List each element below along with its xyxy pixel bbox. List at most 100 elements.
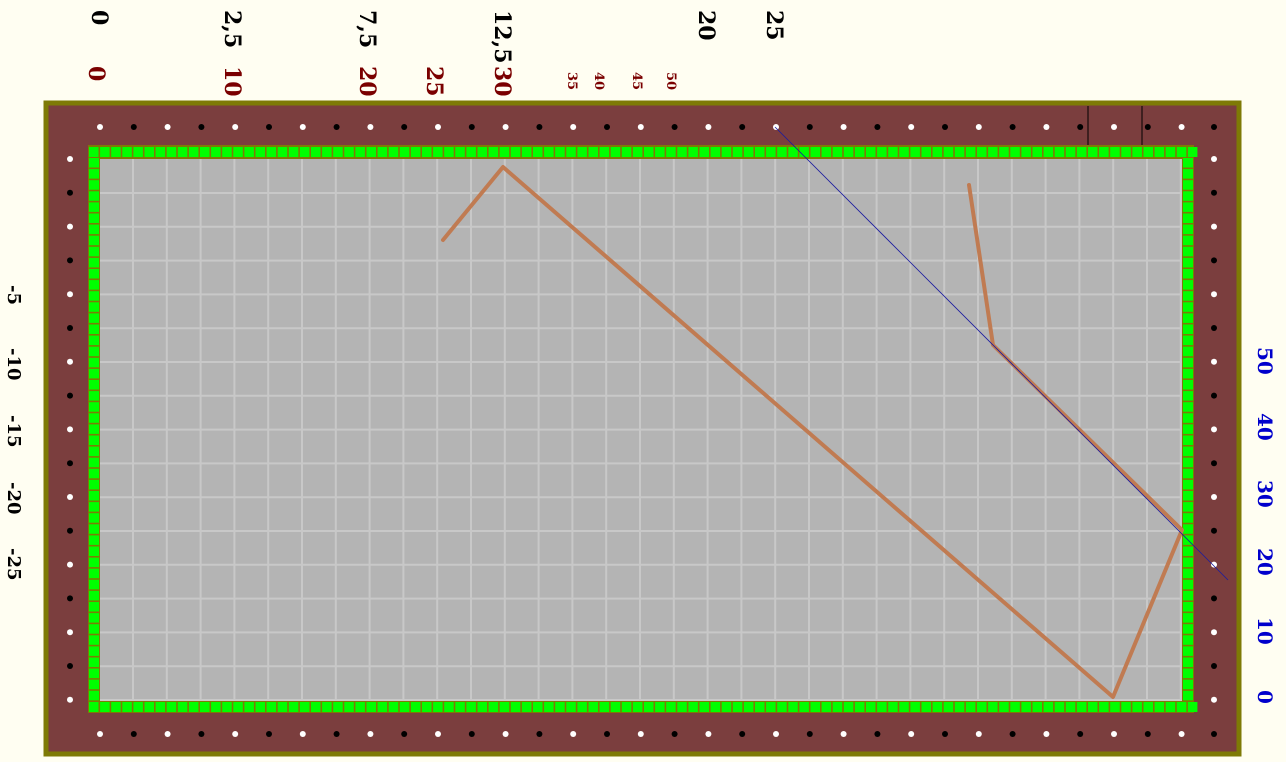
board-dot	[333, 124, 340, 130]
rail-segment	[1183, 690, 1193, 701]
rail-segment	[588, 147, 598, 157]
rail-segment	[1183, 291, 1193, 301]
rail-segment	[1183, 524, 1193, 534]
left-scale-label: -10	[3, 348, 24, 381]
rail-segment	[854, 702, 865, 712]
rail-segment	[843, 702, 854, 712]
left-scale-label: -20	[3, 482, 24, 515]
rail-segment	[810, 147, 820, 157]
rail-segment	[266, 702, 277, 712]
board-dot	[67, 223, 73, 230]
rail-segment	[610, 702, 621, 712]
rail-segment	[1032, 147, 1042, 157]
rail-segment	[89, 613, 99, 623]
board-dot	[1077, 124, 1084, 130]
rail-segment	[333, 702, 343, 712]
board-dot	[67, 426, 73, 433]
board-dot	[401, 731, 408, 737]
rail-segment	[200, 147, 210, 157]
rail-segment	[1183, 502, 1193, 512]
rail-segment	[566, 702, 576, 712]
board-dot	[536, 731, 543, 737]
rail-segment	[899, 702, 909, 712]
rail-segment	[499, 147, 510, 157]
rail-segment	[89, 479, 99, 490]
board-dot	[806, 731, 813, 737]
board-dot	[97, 731, 103, 737]
rail-segment	[899, 147, 909, 157]
board-dot	[1111, 124, 1117, 130]
rail-segment	[233, 147, 243, 157]
board-dot	[468, 731, 475, 737]
rail-segment	[588, 702, 598, 712]
rail-segment	[1183, 646, 1193, 656]
rail-segment	[943, 147, 954, 157]
board-dot	[502, 124, 509, 130]
board-dot	[67, 291, 73, 298]
rail-segment	[999, 702, 1009, 712]
rail-segment	[1076, 147, 1087, 157]
rail-segment	[566, 147, 576, 157]
board-dot	[67, 325, 73, 331]
rail-segment	[688, 702, 698, 712]
rail-segment	[1183, 668, 1193, 679]
rail-segment	[1183, 590, 1193, 601]
rail-segment	[89, 291, 99, 301]
rail-segment	[988, 702, 998, 712]
rail-segment	[89, 446, 99, 457]
board-dot	[97, 124, 103, 130]
rail-segment	[755, 147, 765, 157]
board-dot	[67, 156, 73, 162]
rail-segment	[766, 147, 776, 157]
rail-segment	[355, 702, 365, 712]
rail-segment	[89, 424, 99, 434]
rail-segment	[1043, 702, 1054, 712]
rail-segment	[89, 457, 99, 468]
board-dot	[198, 124, 205, 130]
rail-segment	[1099, 147, 1109, 157]
board-dot	[1043, 124, 1050, 130]
board-dot	[1211, 663, 1217, 669]
rail-segment	[1132, 147, 1142, 157]
rail-segment	[1132, 702, 1142, 712]
top-scale-a-label: 2,5	[219, 10, 245, 48]
rail-segment	[632, 702, 643, 712]
rail-segment	[788, 702, 798, 712]
board-dot	[266, 124, 272, 130]
rail-segment	[488, 702, 499, 712]
rail-segment	[477, 147, 487, 157]
board-dot	[401, 124, 408, 130]
rail-segment	[1176, 702, 1187, 712]
rail-segment	[288, 147, 299, 157]
rail-segment	[965, 702, 976, 712]
board-dot	[198, 731, 205, 737]
board-dot	[1144, 731, 1151, 737]
rail-segment	[510, 147, 521, 157]
top-scale-a-label: 20	[693, 10, 719, 41]
rail-segment	[89, 535, 99, 545]
rail-segment	[743, 702, 754, 712]
board-dot	[67, 629, 73, 636]
rail-segment	[1165, 702, 1176, 712]
rail-segment	[1187, 147, 1198, 157]
rail-segment	[466, 147, 476, 157]
rail-segment	[277, 702, 288, 712]
rail-segment	[688, 147, 698, 157]
rail-segment	[89, 346, 99, 357]
board-dot	[1077, 731, 1084, 737]
right-scale-label: 50	[1253, 347, 1277, 375]
rail-segment	[89, 368, 99, 379]
board-dot	[130, 731, 137, 737]
board-dot	[1211, 257, 1217, 264]
rail-segment	[732, 147, 743, 157]
right-scale-label: 40	[1253, 413, 1277, 441]
board-dot	[671, 731, 678, 737]
board-dot	[1211, 392, 1217, 399]
rail-segment	[211, 147, 221, 157]
rail-segment	[89, 524, 99, 534]
rail-segment	[288, 702, 299, 712]
rail-segment	[666, 702, 676, 712]
rail-segment	[433, 147, 443, 157]
board-dot	[975, 124, 982, 130]
rail-segment	[1183, 568, 1193, 579]
